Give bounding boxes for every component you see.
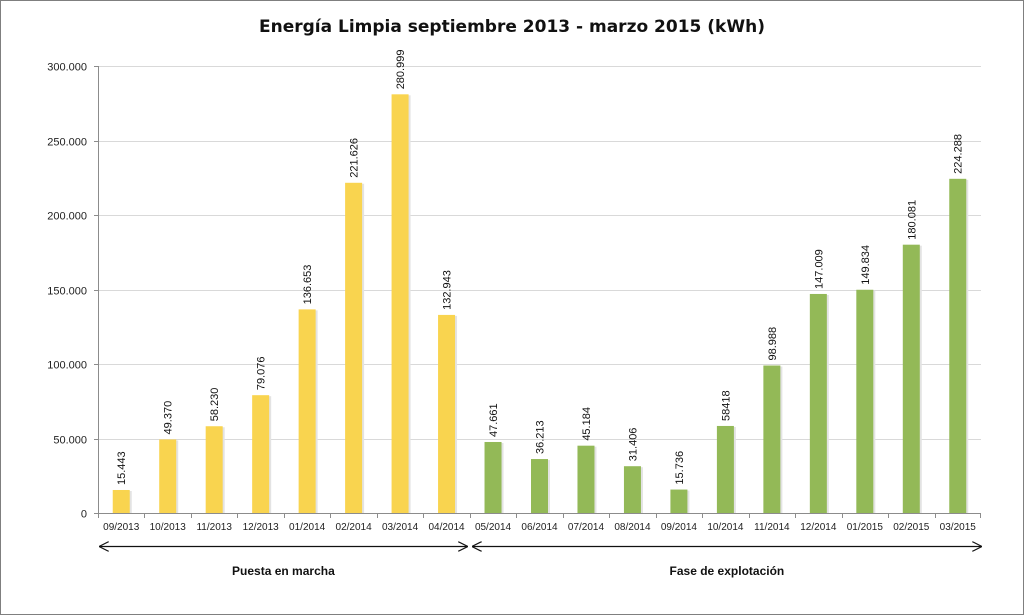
bar	[484, 441, 502, 513]
data-label: 58.230	[209, 388, 221, 422]
bar	[298, 309, 316, 513]
x-tick-label: 11/2014	[754, 522, 790, 533]
bar	[577, 445, 595, 513]
x-tick-label: 10/2013	[150, 522, 187, 533]
data-label: 147.009	[813, 249, 825, 289]
bar	[391, 94, 409, 513]
y-tick-label: 250.000	[47, 137, 87, 149]
data-label: 224.288	[953, 134, 965, 174]
bar	[623, 466, 641, 513]
bar	[159, 439, 177, 513]
x-tick-label: 12/2013	[243, 522, 280, 533]
x-tick-label: 03/2015	[940, 522, 977, 533]
x-tick-label: 08/2014	[614, 522, 651, 533]
y-tick-label: 150.000	[47, 286, 87, 298]
data-label: 136.653	[302, 265, 314, 305]
data-label: 149.834	[860, 245, 872, 285]
chart-title: Energía Limpia septiembre 2013 - marzo 2…	[259, 17, 765, 37]
data-label: 58418	[720, 390, 732, 421]
bar	[763, 365, 781, 513]
x-tick-label: 05/2014	[475, 522, 512, 533]
bar	[438, 314, 456, 513]
data-label: 180.081	[906, 200, 918, 240]
y-tick-label: 300.000	[47, 62, 87, 74]
bar	[716, 425, 734, 513]
bar	[856, 289, 874, 513]
data-label: 280.999	[395, 50, 407, 90]
phase-label: Fase de explotación	[670, 564, 785, 578]
phase-label: Puesta en marcha	[232, 564, 335, 578]
data-label: 15.443	[116, 451, 128, 485]
x-tick-label: 02/2015	[893, 522, 930, 533]
x-tick-label: 09/2014	[661, 522, 698, 533]
bar	[112, 489, 130, 513]
data-label: 132.943	[442, 270, 454, 310]
bar	[345, 182, 363, 513]
bar	[531, 459, 548, 513]
data-label: 49.370	[163, 401, 175, 435]
y-tick-label: 50.000	[53, 435, 87, 447]
x-tick-label: 01/2015	[847, 522, 884, 533]
data-label: 79.076	[256, 357, 268, 391]
bar	[205, 426, 223, 513]
data-label: 98.988	[767, 327, 779, 361]
x-tick-label: 06/2014	[521, 522, 558, 533]
bar	[809, 293, 827, 513]
x-tick-label: 11/2013	[196, 522, 232, 533]
data-label: 36.213	[535, 420, 547, 454]
x-tick-label: 04/2014	[428, 522, 465, 533]
x-tick-label: 01/2014	[289, 522, 326, 533]
x-tick-label: 10/2014	[707, 522, 744, 533]
x-tick-label: 03/2014	[382, 522, 419, 533]
y-tick-label: 100.000	[47, 360, 87, 372]
data-label: 31.406	[627, 428, 639, 462]
data-label: 221.626	[349, 138, 361, 178]
y-tick-label: 0	[81, 509, 87, 521]
bar	[949, 178, 967, 513]
x-tick-label: 12/2014	[800, 522, 837, 533]
data-label: 15.736	[674, 451, 686, 485]
y-tick-label: 200.000	[47, 211, 87, 223]
bar	[902, 244, 920, 513]
x-tick-label: 02/2014	[336, 522, 373, 533]
data-label: 45.184	[581, 407, 593, 441]
data-label: 47.661	[488, 403, 500, 437]
bar	[252, 395, 270, 513]
x-tick-label: 09/2013	[103, 522, 140, 533]
bar	[670, 489, 688, 513]
x-tick-label: 07/2014	[568, 522, 605, 533]
